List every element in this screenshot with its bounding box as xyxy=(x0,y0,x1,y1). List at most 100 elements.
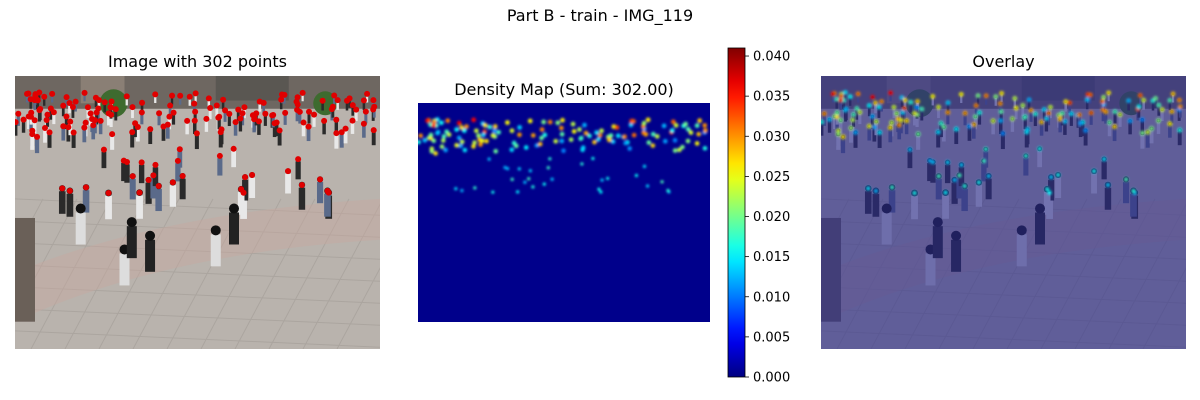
annotation-point xyxy=(338,129,345,136)
annotation-point xyxy=(324,187,331,194)
density-blob xyxy=(559,138,565,144)
overlay-blob xyxy=(908,99,914,105)
overlay-blob xyxy=(1010,116,1015,122)
overlay-blob xyxy=(1107,120,1112,125)
density-blob xyxy=(663,138,668,144)
overlay-blob xyxy=(962,110,968,116)
annotation-point xyxy=(242,174,249,181)
overlay-blob xyxy=(914,105,920,111)
annotation-point xyxy=(270,111,277,118)
annotation-point xyxy=(179,173,186,180)
density-blob xyxy=(685,126,691,132)
annotation-point xyxy=(220,96,227,103)
annotation-point xyxy=(129,104,136,111)
overlay-blob xyxy=(912,190,917,196)
annotation-point xyxy=(241,104,248,111)
annotation-point xyxy=(192,90,199,97)
image-panel xyxy=(15,76,380,349)
annotation-point xyxy=(349,102,356,109)
density-blob xyxy=(553,138,558,144)
overlay-blob xyxy=(1037,146,1042,152)
overlay-blob xyxy=(971,122,977,128)
density-blob xyxy=(597,187,601,191)
annotation-point xyxy=(138,109,145,116)
photo-with-points xyxy=(15,76,380,349)
density-blob xyxy=(583,130,589,136)
density-blob xyxy=(487,157,491,161)
density-blob xyxy=(579,135,584,141)
annotation-point xyxy=(213,102,220,109)
density-blob xyxy=(622,134,627,139)
overlay-blob xyxy=(912,110,918,116)
annotation-point xyxy=(67,118,74,125)
density-blob xyxy=(559,125,564,131)
overlay-density xyxy=(821,90,1183,196)
overlay-blob xyxy=(834,96,840,102)
annotation-point xyxy=(90,122,97,129)
annotation-point xyxy=(145,176,152,183)
annotation-point xyxy=(311,111,318,118)
overlay-blob xyxy=(1100,99,1105,105)
annotation-point xyxy=(63,94,70,101)
annotation-point xyxy=(129,129,136,136)
annotation-point xyxy=(226,110,233,117)
annotation-point xyxy=(139,99,146,106)
overlay-blob xyxy=(870,94,875,100)
overlay-blob xyxy=(898,117,904,123)
annotation-point xyxy=(166,113,173,120)
density-blob xyxy=(491,190,495,194)
overlay-blob xyxy=(1068,111,1074,117)
overlay-blob xyxy=(1083,128,1088,133)
density-blob xyxy=(509,147,515,152)
overlay-blob xyxy=(855,91,861,97)
overlay-blob xyxy=(1044,186,1050,192)
overlay-blob xyxy=(854,106,860,111)
annotation-point xyxy=(285,168,292,175)
density-blob xyxy=(600,178,604,182)
overlay-blob xyxy=(953,126,959,132)
annotation-point xyxy=(184,117,191,124)
density-blob xyxy=(645,117,651,123)
density-blob xyxy=(487,124,493,130)
overlay-blob xyxy=(1084,97,1090,103)
overlay-panel xyxy=(821,76,1186,349)
density-blob xyxy=(541,119,546,125)
overlay-blob xyxy=(866,186,871,191)
overlay-blob xyxy=(1046,110,1051,116)
colorbar-tick-label: 0.015 xyxy=(753,250,790,265)
overlay-blob xyxy=(887,125,893,131)
overlay-blob xyxy=(1169,109,1175,114)
density-blob xyxy=(439,120,444,126)
density-blob xyxy=(496,129,501,135)
overlay-blob xyxy=(871,124,877,130)
overlay-blob xyxy=(1149,126,1154,131)
overlay-blob xyxy=(927,158,933,163)
density-blob xyxy=(645,184,650,188)
colorbar-gradient xyxy=(727,47,746,378)
annotation-point xyxy=(282,109,289,116)
annotation-point xyxy=(370,97,377,104)
overlay-blob xyxy=(907,147,913,152)
density-blob xyxy=(472,140,477,145)
overlay-blob xyxy=(1067,100,1073,106)
density-blob xyxy=(607,137,612,143)
annotation-point xyxy=(305,123,312,130)
density-blob xyxy=(571,129,577,134)
overlay-blob xyxy=(1091,168,1097,174)
annotation-point xyxy=(152,91,159,98)
density-blob xyxy=(650,143,656,148)
colorbar-tick-label: 0.030 xyxy=(753,130,790,145)
annotation-point xyxy=(101,99,108,106)
density-blob xyxy=(492,124,498,129)
annotation-point xyxy=(278,96,285,103)
annotation-point xyxy=(70,129,77,136)
density-blob xyxy=(641,120,647,126)
density-blob xyxy=(431,123,437,128)
annotation-point xyxy=(169,179,176,186)
density-blob xyxy=(479,138,485,143)
annotation-point xyxy=(253,110,260,117)
overlay-blob xyxy=(847,94,853,100)
density-blob xyxy=(672,148,678,153)
overlay-blob xyxy=(977,110,982,116)
annotation-point xyxy=(112,106,119,113)
